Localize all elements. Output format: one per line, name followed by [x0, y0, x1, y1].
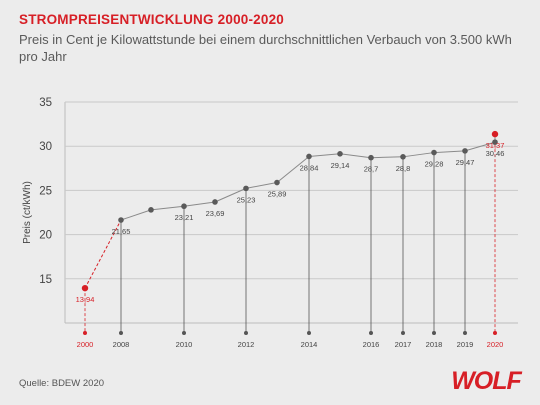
- y-tick-label: 30: [39, 141, 52, 153]
- series-segment: [276, 156, 310, 183]
- series-segment: [433, 150, 466, 154]
- axis-layer: 15 20 25 30 35 Preis (ct/kWh) 2000 2008 2010 2012…: [22, 97, 503, 349]
- data-label: 25,89: [268, 190, 287, 199]
- series-segment: [84, 219, 122, 289]
- x-tick-dot-2008: [119, 331, 123, 335]
- x-tick-label: 2008: [113, 340, 130, 349]
- data-point: [368, 154, 374, 161]
- y-axis-label: Preis (ct/kWh): [22, 181, 33, 244]
- svg-text:WOLF: WOLF: [451, 367, 522, 394]
- data-point: [491, 130, 499, 138]
- x-tick-label: 2018: [426, 340, 443, 349]
- x-tick-label: 2020: [487, 340, 504, 349]
- data-point: [118, 217, 124, 223]
- data-label: 28,8: [396, 164, 411, 173]
- data-point: [462, 148, 468, 154]
- x-tick-label: 2000: [77, 340, 94, 349]
- data-label: 28,7: [364, 165, 379, 174]
- data-point: [274, 179, 280, 186]
- series-line-layer: [84, 134, 496, 289]
- data-point: [181, 203, 187, 210]
- x-tick-label: 2016: [363, 340, 380, 349]
- x-tick-dot-2019: [463, 331, 467, 335]
- chart-subtitle: Preis in Cent je Kilowattstunde bei eine…: [19, 32, 512, 64]
- series-segment: [183, 201, 216, 207]
- data-point: [306, 153, 312, 160]
- x-tick-dot-2014: [307, 331, 311, 335]
- grid-layer: [64, 101, 518, 324]
- data-label: 23,21: [175, 213, 194, 222]
- data-label: 28,84: [300, 163, 319, 172]
- data-point: [337, 151, 343, 157]
- data-label: 29,28: [425, 160, 444, 169]
- data-labels: 13,94 21,65 23,21 23,69 25,23 25,89 28,84 29,14…: [76, 141, 505, 304]
- data-point: [212, 199, 218, 205]
- data-label: 23,69: [206, 209, 225, 218]
- series-segment: [339, 153, 372, 159]
- data-label: 30,46: [486, 149, 505, 158]
- data-label: 13,94: [76, 295, 95, 304]
- series-segment: [464, 141, 496, 152]
- drop-lines: [83, 134, 497, 335]
- y-tick-label: 15: [39, 274, 52, 286]
- x-tick-dot-2020: [493, 331, 497, 335]
- data-label: 31,37: [486, 141, 505, 150]
- x-tick-dot-2010: [182, 331, 186, 335]
- chart-title: STROMPREISENTWICKLUNG 2000-2020: [19, 12, 285, 27]
- x-tick-dot-2000: [83, 331, 87, 335]
- data-points: [81, 130, 499, 292]
- x-tick-label: 2014: [301, 340, 318, 349]
- x-tick-label: 2010: [176, 340, 193, 349]
- data-label: 29,14: [331, 161, 350, 170]
- x-tick-label: 2017: [395, 340, 412, 349]
- x-tick-dot-2018: [432, 331, 436, 335]
- data-label: 25,23: [237, 195, 256, 204]
- x-tick-label: 2019: [457, 340, 474, 349]
- y-tick-label: 35: [39, 97, 52, 109]
- y-tick-label: 20: [39, 230, 52, 242]
- series-segment: [150, 205, 185, 211]
- data-point: [148, 207, 154, 213]
- series-segment: [120, 209, 152, 221]
- data-point: [431, 149, 437, 156]
- data-label: 21,65: [112, 227, 131, 236]
- x-tick-dot-2017: [401, 331, 405, 335]
- series-segment: [245, 182, 278, 189]
- series-segment: [402, 152, 435, 158]
- x-tick-dot-2012: [244, 331, 248, 335]
- x-tick-dot-2016: [369, 331, 373, 335]
- series-segment: [370, 156, 404, 159]
- data-label: 29,47: [456, 158, 475, 167]
- source-note: Quelle: BDEW 2020: [19, 378, 105, 389]
- x-tick-label: 2012: [238, 340, 255, 349]
- wolf-logo: WOLF: [448, 366, 524, 394]
- data-point: [492, 139, 498, 145]
- series-segment: [214, 187, 247, 203]
- data-point: [243, 185, 249, 192]
- y-tick-label: 25: [39, 185, 52, 197]
- data-point: [81, 284, 89, 292]
- data-point: [400, 154, 406, 160]
- series-segment: [308, 153, 341, 157]
